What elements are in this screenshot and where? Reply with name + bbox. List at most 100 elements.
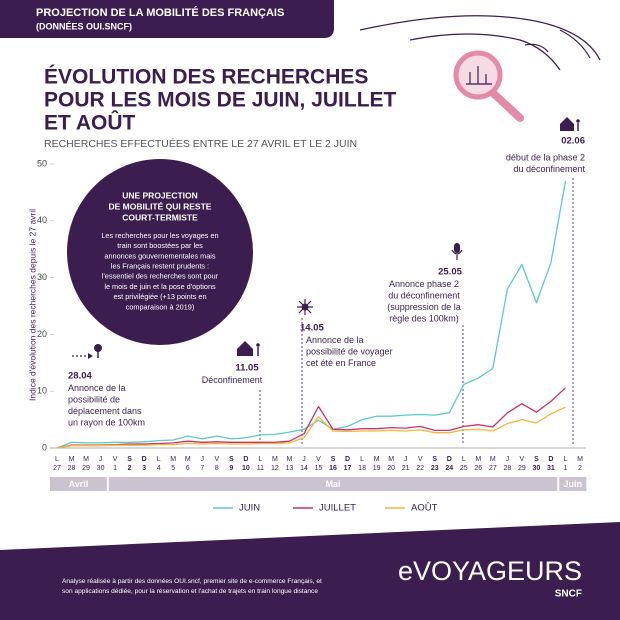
x-weekday-label: J — [99, 456, 103, 463]
annotation-text: possibilité de — [68, 394, 120, 404]
x-weekday-label: L — [258, 456, 262, 463]
x-weekday-label: M — [287, 456, 293, 463]
series-line — [56, 387, 566, 449]
footer-band — [0, 522, 620, 620]
x-weekday-label: L — [157, 456, 161, 463]
x-weekday-label: V — [214, 456, 219, 463]
x-weekday-label: L — [462, 456, 466, 463]
annotation-date: 02.06 — [561, 136, 585, 147]
y-tick-label: 50 — [37, 158, 47, 168]
x-weekday-label: L — [564, 456, 568, 463]
x-weekday-label: M — [69, 456, 75, 463]
x-tick-label: 12 — [271, 465, 279, 472]
x-weekday-label: V — [520, 456, 525, 463]
x-tick-label: 21 — [402, 465, 410, 472]
month-band — [559, 477, 587, 491]
x-weekday-label: D — [548, 456, 553, 463]
x-tick-label: 4 — [157, 465, 161, 472]
x-tick-label: 5 — [171, 465, 175, 472]
callout-title: UNE PROJECTION — [122, 190, 198, 200]
x-weekday-label: J — [404, 456, 408, 463]
annotation-text: du déconfinement — [513, 164, 585, 174]
annotation-text: (suppression de la — [387, 302, 461, 312]
x-weekday-label: S — [432, 456, 437, 463]
y-tick-label: 30 — [37, 272, 47, 282]
header-band — [0, 0, 334, 38]
x-tick-label: 28 — [503, 465, 511, 472]
x-tick-label: 10 — [242, 465, 250, 472]
callout-body: l'essentiel des recherches sont pour — [102, 272, 219, 281]
x-tick-label: 7 — [200, 465, 204, 472]
callout-body: les Français restent prudents : — [111, 262, 209, 271]
annotation-text: du déconfinement — [388, 290, 460, 300]
x-weekday-label: J — [302, 456, 306, 463]
x-weekday-label: M — [388, 456, 394, 463]
chart-subtitle: RECHERCHES EFFECTUÉES ENTRE LE 27 AVRIL … — [44, 137, 357, 150]
annotation-text: Annonce phase 2 — [389, 279, 459, 289]
annotation-icons — [72, 117, 580, 359]
footer-text: Analyse réalisée à partir des données OU… — [62, 578, 322, 585]
x-tick-label: 14 — [300, 465, 308, 472]
x-weekday-label: L — [360, 456, 364, 463]
x-weekday-label: M — [577, 456, 583, 463]
x-weekday-label: S — [127, 456, 132, 463]
x-tick-label: 31 — [547, 465, 555, 472]
logo-brand: SNCF — [555, 589, 582, 600]
legend-label: AOÛT — [411, 503, 438, 514]
x-weekday-label: M — [490, 456, 496, 463]
series-line — [56, 180, 567, 449]
y-tick-label: 10 — [37, 386, 47, 396]
legend-label: JUILLET — [319, 503, 356, 514]
x-weekday-label: V — [418, 456, 423, 463]
x-weekday-label: D — [447, 456, 452, 463]
x-tick-label: 27 — [489, 465, 497, 472]
month-label: Avril — [69, 479, 89, 489]
x-weekday-label: S — [229, 456, 234, 463]
month-band — [108, 477, 558, 491]
x-tick-label: 1 — [564, 465, 568, 472]
annotation-date: 11.05 — [235, 363, 259, 374]
magnifier-icon — [453, 50, 524, 122]
annotation-date: 25.05 — [438, 267, 462, 278]
month-label: Juin — [563, 479, 582, 489]
annotation-text: Annonce de la — [68, 383, 126, 393]
footer-text: son applications dédiée, pour la réserva… — [62, 588, 318, 595]
annotation-date: 28.04 — [68, 371, 92, 382]
annotation-text: possibilité de voyager — [306, 346, 393, 356]
header-title: PROJECTION DE LA MOBILITÉ DES FRANÇAIS — [36, 6, 284, 19]
x-weekday-label: S — [331, 456, 336, 463]
callout-circle — [67, 159, 253, 345]
chart-title: ÉVOLUTION DES RECHERCHES — [44, 66, 368, 89]
annotation-text: cet été en France — [306, 358, 376, 368]
y-tick-label: 0 — [42, 442, 47, 452]
x-weekday-label: J — [506, 456, 510, 463]
x-tick-label: 1 — [113, 465, 117, 472]
header-subtitle: (DONNÉES OUI.SNCF) — [36, 21, 132, 31]
x-weekday-label: D — [345, 456, 350, 463]
x-tick-label: 18 — [358, 465, 366, 472]
x-tick-label: 9 — [229, 465, 233, 472]
annotation-text: début de la phase 2 — [506, 152, 585, 162]
callout-title: COURT-TERMISTE — [122, 212, 198, 222]
callout-title: DE MOBILITÉ QUI RESTE — [109, 201, 212, 211]
x-tick-label: 3 — [142, 465, 146, 472]
annotation-text: Annonce de la — [306, 335, 364, 345]
month-label: Mai — [326, 479, 341, 489]
chart-title: POUR LES MOIS DE JUIN, JUILLET — [44, 89, 397, 112]
x-tick-label: 29 — [82, 465, 90, 472]
x-weekday-label: M — [83, 456, 89, 463]
annotation-text: règle des 100km) — [389, 313, 459, 323]
x-weekday-label: S — [534, 456, 539, 463]
x-tick-label: 23 — [431, 465, 439, 472]
x-weekday-label: L — [55, 456, 59, 463]
annotation-text: un rayon de 100km — [68, 417, 145, 427]
callout-body: comparaison à 2019) — [126, 302, 195, 311]
x-weekday-label: M — [272, 456, 278, 463]
x-tick-label: 20 — [387, 465, 395, 472]
x-tick-label: 26 — [474, 465, 482, 472]
x-tick-label: 25 — [460, 465, 468, 472]
annotation-text: Déconfinement — [202, 375, 263, 385]
x-tick-label: 8 — [215, 465, 219, 472]
